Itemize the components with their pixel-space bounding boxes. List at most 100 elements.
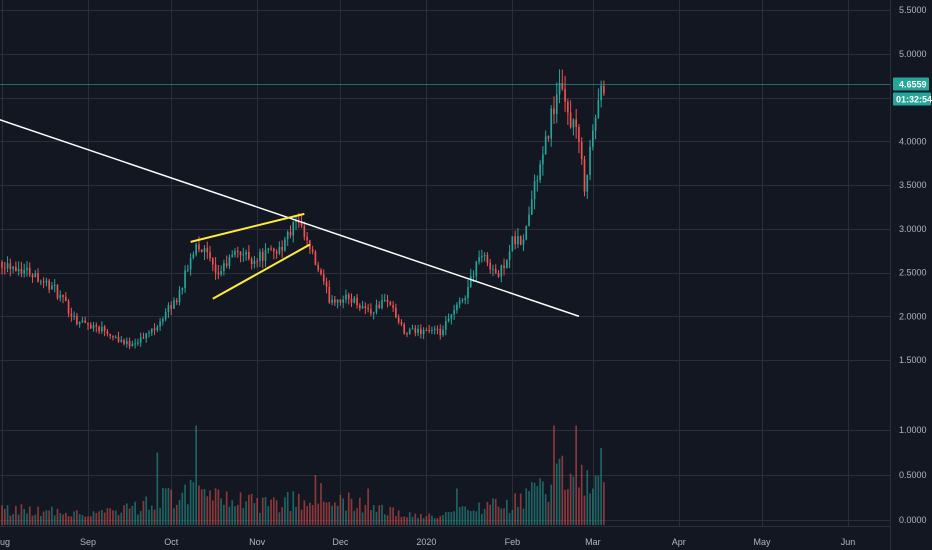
candle-body (175, 300, 178, 303)
volume-axis[interactable]: 0.0000 0.5000 1.0000 (899, 425, 927, 525)
volume-bar (98, 511, 100, 525)
volume-bar (555, 463, 558, 525)
candle-body (594, 117, 597, 131)
candle-body (109, 334, 112, 336)
volume-bar (137, 514, 139, 525)
candle-body (217, 272, 220, 275)
volume-bar (583, 495, 586, 525)
volume-bar (367, 488, 369, 525)
volume-bar (6, 505, 9, 525)
volume-bar (345, 510, 347, 525)
volume-bar (511, 510, 514, 525)
candle-body (600, 85, 602, 101)
volume-bar (500, 508, 503, 525)
candle-body (242, 254, 245, 256)
candle-body (456, 304, 458, 311)
volume-bar (112, 510, 114, 525)
candle-body (569, 112, 572, 128)
volume-bar (525, 488, 528, 525)
candle-body (225, 263, 228, 267)
candle-body (234, 250, 236, 256)
candle-body (98, 326, 100, 332)
volume-bar (67, 516, 70, 525)
candle-body (259, 251, 261, 261)
volume-bar (211, 500, 214, 525)
volume-bar (239, 492, 242, 525)
candle-body (508, 251, 511, 260)
candle-body (114, 336, 117, 338)
volume-bar (392, 507, 394, 525)
candle-body (370, 309, 372, 314)
volume-bar (439, 516, 442, 525)
volume-bar (123, 505, 125, 525)
candle-body (300, 222, 303, 227)
candle-body (223, 263, 225, 272)
candle-body (192, 254, 195, 258)
volume-bar (217, 489, 220, 525)
candle-body (239, 251, 242, 256)
candle-body (101, 326, 103, 332)
candle-body (78, 322, 81, 325)
volume-bar (92, 511, 95, 525)
candle-body (236, 250, 239, 252)
volume-bar (309, 502, 311, 525)
time-axis[interactable]: Aug Sep Oct Nov Dec 2020 Feb Mar Apr May Jun (0, 537, 855, 547)
candle-body (37, 273, 39, 282)
candle-body (28, 267, 31, 275)
volume-bar (281, 507, 283, 525)
candle-body (553, 108, 555, 115)
candle-body (420, 328, 422, 335)
volume-bar (250, 493, 253, 525)
candle-body (278, 246, 281, 254)
candle-body (162, 319, 164, 322)
drawing-annotations[interactable] (0, 117, 580, 317)
volume-bar (17, 514, 20, 525)
candle-body (92, 325, 95, 329)
volume-bar (514, 493, 516, 525)
volume-bar (103, 512, 106, 525)
volume-bar (408, 512, 411, 525)
candle-body (26, 267, 28, 271)
candle-body (209, 252, 211, 259)
candle-body (550, 108, 553, 139)
candle-body (486, 255, 489, 263)
candle-body (286, 231, 289, 240)
volume-bar (320, 483, 322, 525)
candle-body (583, 159, 586, 192)
time-tick-label: Aug (0, 537, 10, 547)
candle-body (497, 273, 500, 277)
volume-bar (40, 515, 42, 525)
candle-body (89, 324, 92, 329)
candle-body (289, 231, 292, 236)
candle-body (539, 164, 541, 181)
candle-body (439, 329, 442, 336)
candle-body (475, 261, 478, 276)
candle-body (481, 256, 483, 258)
candle-body (444, 321, 447, 330)
volume-bar (192, 482, 195, 525)
volume-bar (464, 506, 467, 525)
candle-body (367, 307, 369, 310)
candle-body (1, 262, 3, 268)
volume-bar (275, 500, 278, 525)
volume-bar (245, 501, 247, 525)
volume-bar (350, 498, 353, 525)
candle-body (597, 100, 600, 118)
volume-bar (87, 516, 89, 525)
candle-body (306, 236, 308, 241)
volume-bar (508, 512, 511, 525)
current-price-label: 4.6559 (899, 80, 927, 90)
volume-bar (195, 425, 197, 525)
grid (0, 0, 890, 526)
candle-body (117, 336, 120, 342)
volume-bar (28, 506, 31, 525)
volume-bar (417, 517, 419, 525)
volume-bar (564, 489, 566, 525)
descending-trendline (0, 119, 580, 317)
candle-body (528, 214, 530, 227)
candle-body (503, 265, 505, 268)
time-tick-label: May (754, 537, 772, 547)
volume-bar (436, 518, 439, 525)
candle-body (342, 299, 345, 303)
